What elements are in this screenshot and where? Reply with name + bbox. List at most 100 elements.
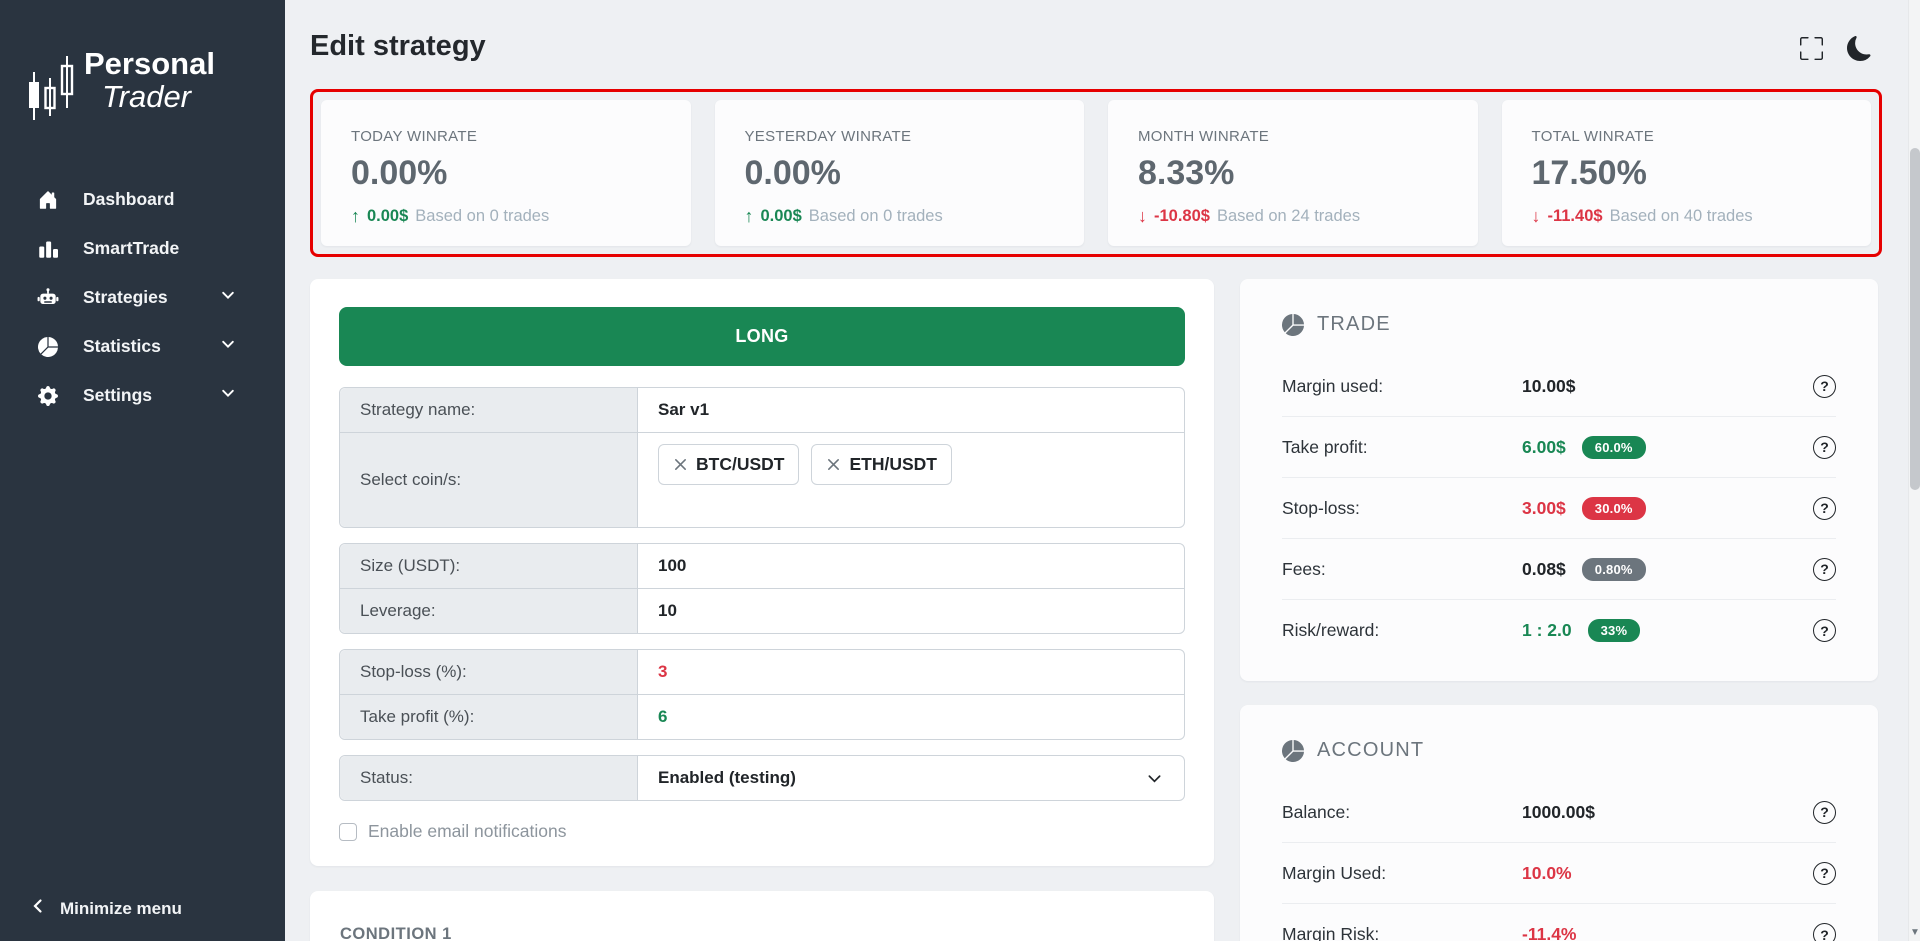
stat-card-yesterday-winrate: YESTERDAY WINRATE 0.00% ↑ 0.00$ Based on… bbox=[714, 100, 1084, 246]
stat-delta: -11.40$ bbox=[1547, 207, 1603, 225]
coin-chip-btcusdt[interactable]: BTC/USDT bbox=[658, 444, 800, 485]
sidebar: Personal Trader Dashboard SmartTrade bbox=[0, 0, 285, 941]
sidebar-item-label: SmartTrade bbox=[83, 238, 180, 258]
stat-delta: -10.80$ bbox=[1154, 207, 1210, 225]
topbar-actions bbox=[1800, 36, 1872, 66]
stat-note: Based on 24 trades bbox=[1216, 207, 1361, 225]
stat-footer: ↑ 0.00$ Based on 0 trades bbox=[745, 206, 1055, 227]
percent-badge: 30.0% bbox=[1581, 496, 1646, 520]
row-value: -11.4% bbox=[1522, 924, 1577, 941]
size-input[interactable]: 100 bbox=[658, 556, 687, 575]
coin-chip-label: ETH/USDT bbox=[849, 454, 937, 474]
pie-chart-icon bbox=[1282, 313, 1304, 336]
stat-card-total-winrate: TOTAL WINRATE 17.50% ↓ -11.40$ Based on … bbox=[1501, 100, 1871, 246]
scrollbar-thumb[interactable] bbox=[1910, 148, 1920, 490]
email-notifications-label: Enable email notifications bbox=[368, 821, 567, 841]
trade-rows: Margin used: 10.00$ ? Take profit: 6.00$… bbox=[1282, 356, 1836, 661]
trade-row-risk-reward: Risk/reward: 1 : 2.0 33% ? bbox=[1282, 600, 1836, 661]
fullscreen-button[interactable] bbox=[1800, 37, 1823, 65]
long-direction-button[interactable]: LONG bbox=[339, 307, 1185, 366]
row-value: 1000.00$ bbox=[1522, 801, 1595, 822]
stat-label: TOTAL WINRATE bbox=[1531, 128, 1655, 145]
brand-line2: Trader bbox=[102, 78, 192, 114]
row-value: 10.0% bbox=[1522, 862, 1572, 883]
arrow-up-icon: ↑ bbox=[351, 206, 360, 226]
sidebar-item-label: Strategies bbox=[83, 287, 168, 307]
coin-chip-label: BTC/USDT bbox=[696, 454, 785, 474]
vertical-scrollbar[interactable]: ▼ bbox=[1908, 0, 1920, 941]
percent-badge: 60.0% bbox=[1581, 435, 1646, 459]
form-group-status: Status: Enabled (testing) bbox=[339, 755, 1185, 801]
minimize-menu-label: Minimize menu bbox=[60, 898, 182, 918]
coin-chip-ethusdt[interactable]: ETH/USDT bbox=[811, 444, 952, 485]
strategy-name-row: Strategy name: Sar v1 bbox=[339, 387, 1185, 433]
candlestick-logo-icon bbox=[26, 48, 78, 129]
leverage-label: Leverage: bbox=[340, 589, 638, 633]
arrow-up-icon: ↑ bbox=[744, 206, 754, 226]
stat-footer: ↓ -10.80$ Based on 24 trades bbox=[1138, 206, 1448, 227]
sidebar-item-settings[interactable]: Settings bbox=[0, 371, 285, 420]
form-group-size-leverage: Size (USDT): 100 Leverage: 10 bbox=[339, 543, 1185, 634]
leverage-input[interactable]: 10 bbox=[658, 601, 677, 620]
row-label: Take profit: bbox=[1282, 436, 1368, 457]
row-label: Fees: bbox=[1282, 558, 1326, 579]
help-icon[interactable]: ? bbox=[1813, 557, 1836, 581]
row-label: Margin Risk: bbox=[1282, 924, 1380, 941]
condition-card: CONDITION 1 bbox=[310, 891, 1214, 941]
pie-chart-icon bbox=[37, 336, 59, 358]
status-label: Status: bbox=[340, 756, 638, 800]
size-label: Size (USDT): bbox=[340, 544, 638, 588]
brand-logo[interactable]: Personal Trader bbox=[26, 47, 215, 129]
row-label: Margin used: bbox=[1282, 375, 1384, 396]
help-icon[interactable]: ? bbox=[1813, 374, 1836, 398]
trade-panel: TRADE Margin used: 10.00$ ? Take profit:… bbox=[1240, 279, 1878, 681]
help-icon[interactable]: ? bbox=[1813, 800, 1836, 824]
dark-mode-moon-button[interactable] bbox=[1847, 36, 1872, 66]
stat-label: TODAY WINRATE bbox=[351, 128, 478, 145]
row-value: 0.08$ bbox=[1522, 558, 1566, 579]
account-panel: ACCOUNT Balance: 1000.00$ ? Margin Used:… bbox=[1240, 705, 1878, 941]
email-notifications-checkbox[interactable] bbox=[339, 822, 357, 841]
minimize-menu-button[interactable]: Minimize menu bbox=[30, 898, 182, 919]
stoploss-input[interactable]: 3 bbox=[658, 662, 668, 681]
help-icon[interactable]: ? bbox=[1813, 496, 1836, 520]
sidebar-item-smarttrade[interactable]: SmartTrade bbox=[0, 224, 285, 273]
sidebar-item-statistics[interactable]: Statistics bbox=[0, 322, 285, 371]
takeprofit-input[interactable]: 6 bbox=[658, 707, 668, 726]
strategy-name-label: Strategy name: bbox=[340, 388, 638, 432]
help-icon[interactable]: ? bbox=[1813, 923, 1836, 941]
status-selected-option: Enabled (testing) bbox=[658, 768, 796, 787]
status-select[interactable]: Enabled (testing) bbox=[638, 756, 1184, 800]
select-coins-input[interactable]: BTC/USDT ETH/USDT bbox=[638, 433, 1184, 527]
sidebar-item-dashboard[interactable]: Dashboard bbox=[0, 175, 285, 224]
account-panel-title: ACCOUNT bbox=[1317, 739, 1425, 761]
condition-title: CONDITION 1 bbox=[340, 925, 452, 941]
stat-value: 17.50% bbox=[1531, 154, 1647, 192]
row-value: 1 : 2.0 bbox=[1522, 620, 1572, 640]
stat-note: Based on 0 trades bbox=[415, 207, 550, 225]
stat-footer: ↓ -11.40$ Based on 40 trades bbox=[1532, 206, 1842, 227]
stoploss-label: Stop-loss (%): bbox=[340, 650, 638, 694]
stat-value: 8.33% bbox=[1138, 154, 1235, 192]
row-value: 6.00$ bbox=[1522, 436, 1566, 457]
account-row-margin-risk: Margin Risk: -11.4% ? bbox=[1282, 904, 1836, 941]
row-label: Stop-loss: bbox=[1282, 497, 1360, 518]
trade-row-fees: Fees: 0.08$ 0.80% ? bbox=[1282, 539, 1836, 600]
home-icon bbox=[37, 189, 59, 211]
brand-text: Personal Trader bbox=[84, 47, 215, 114]
stat-value: 0.00% bbox=[351, 154, 448, 192]
sidebar-item-strategies[interactable]: Strategies bbox=[0, 273, 285, 322]
help-icon[interactable]: ? bbox=[1813, 435, 1836, 459]
trade-row-stop-loss: Stop-loss: 3.00$ 30.0% ? bbox=[1282, 478, 1836, 539]
bar-chart-icon bbox=[37, 238, 59, 260]
help-icon[interactable]: ? bbox=[1813, 861, 1836, 885]
account-row-margin-used: Margin Used: 10.0% ? bbox=[1282, 843, 1836, 904]
sidebar-item-label: Settings bbox=[83, 385, 153, 405]
scrollbar-down-arrow[interactable]: ▼ bbox=[1910, 927, 1920, 938]
arrow-down-icon: ↓ bbox=[1138, 206, 1147, 226]
strategy-name-input[interactable]: Sar v1 bbox=[658, 400, 710, 419]
stat-value: 0.00% bbox=[744, 154, 841, 192]
help-icon[interactable]: ? bbox=[1813, 619, 1836, 642]
leverage-row: Leverage: 10 bbox=[339, 588, 1185, 634]
